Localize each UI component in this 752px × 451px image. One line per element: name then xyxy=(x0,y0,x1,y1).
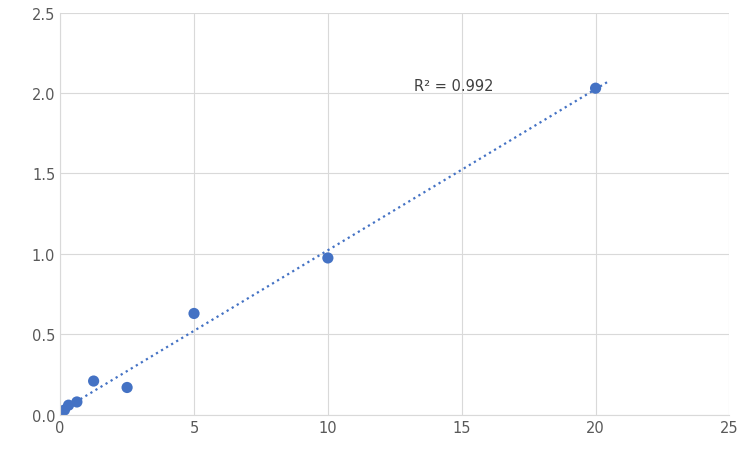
Point xyxy=(121,384,133,391)
Point xyxy=(59,406,71,414)
Point xyxy=(62,402,74,409)
Point xyxy=(188,310,200,318)
Point xyxy=(590,85,602,92)
Point xyxy=(54,411,66,419)
Text: R² = 0.992: R² = 0.992 xyxy=(414,78,493,94)
Point xyxy=(71,399,83,406)
Point xyxy=(322,255,334,262)
Point xyxy=(87,377,99,385)
